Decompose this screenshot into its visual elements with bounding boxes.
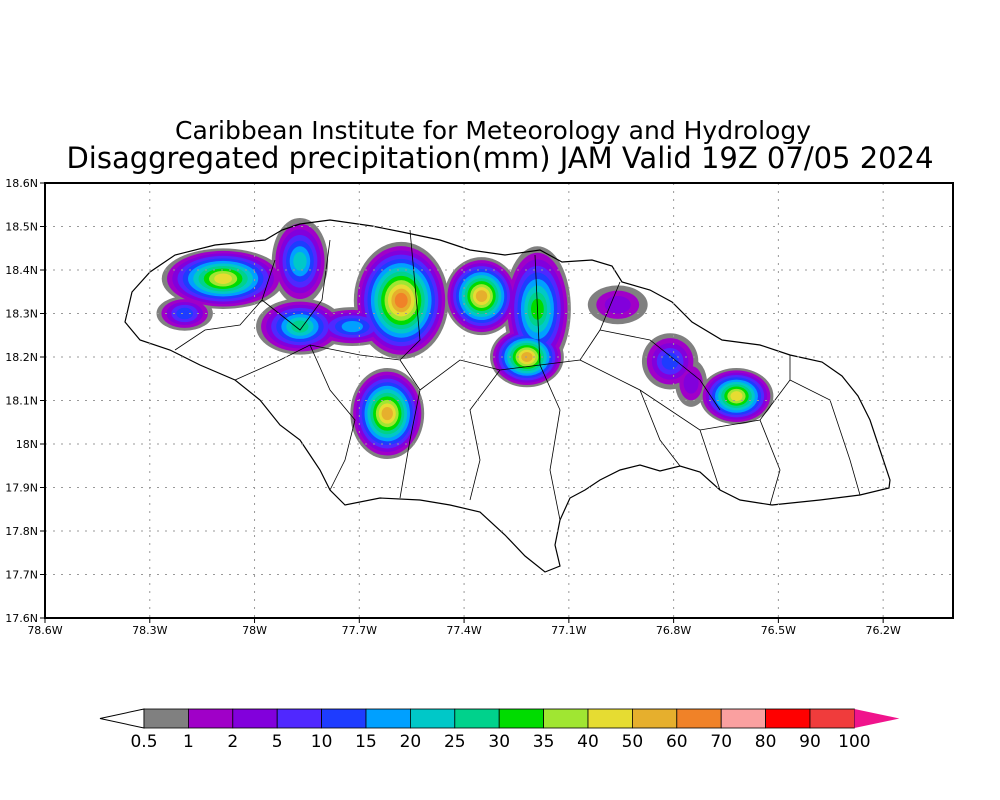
colorbar-label: 5 <box>272 732 283 752</box>
x-tick-label: 78.6W <box>27 624 62 637</box>
colorbar-swatch <box>632 708 678 729</box>
y-tick-label: 18.4N <box>5 264 38 277</box>
colorbar-label: 0.5 <box>130 732 157 752</box>
precip-contour-2-cell-10 <box>604 295 631 314</box>
x-tick-label: 76.2W <box>865 624 900 637</box>
colorbar-label: 50 <box>622 732 644 752</box>
colorbar-label: 20 <box>400 732 422 752</box>
colorbar-label: 10 <box>311 732 333 752</box>
precip-contour-50-cell-7 <box>475 290 488 303</box>
x-tick-label: 76.5W <box>761 624 796 637</box>
precip-contour-60-cell-5 <box>394 292 408 308</box>
y-tick-label: 18.6N <box>5 177 38 190</box>
colorbar-swatch <box>232 708 278 729</box>
lat-lon-gridlines <box>45 183 953 618</box>
precip-contour-40-cell-12 <box>730 391 743 402</box>
colorbar-swatch <box>543 708 589 729</box>
colorbar-swatch <box>321 708 367 729</box>
longitude-axis: 78.6W 78.3W 78W 77.7W 77.4W 77.1W 76.8W 76.5W 76… <box>27 618 901 637</box>
y-tick-label: 18.2N <box>5 351 38 364</box>
colorbar-label: 90 <box>799 732 821 752</box>
colorbar-under-arrow <box>99 708 145 729</box>
x-tick-label: 77.7W <box>342 624 377 637</box>
colorbar-swatch <box>187 708 234 729</box>
precip-contour-50-cell-6 <box>381 406 393 421</box>
colorbar-label: 1 <box>183 732 194 752</box>
colorbar-swatch <box>409 708 456 729</box>
colorbar-label: 30 <box>488 732 510 752</box>
jamaica-coastline <box>124 219 891 573</box>
y-tick-label: 18N <box>16 438 38 451</box>
precip-contour-15-cell-4 <box>341 320 363 333</box>
colorbar-label: 25 <box>444 732 466 752</box>
colorbar-label: 15 <box>355 732 377 752</box>
x-tick-label: 76.8W <box>656 624 691 637</box>
y-tick-label: 17.7N <box>5 569 38 582</box>
colorbar-label: 70 <box>710 732 732 752</box>
x-tick-label: 78.3W <box>132 624 167 637</box>
y-tick-label: 18.5N <box>5 221 38 234</box>
precip-contour-10-cell-1 <box>176 307 194 320</box>
colorbar-swatch <box>720 708 767 729</box>
colorbar-swatch <box>454 708 500 729</box>
latitude-axis: 18.6N 18.5N 18.4N 18.3N 18.2N 18.1N 18N 17.9N 17… <box>5 177 45 625</box>
y-tick-label: 17.8N <box>5 525 38 538</box>
precip-contour-2-cell-13 <box>683 372 699 394</box>
colorbar-label: 40 <box>577 732 599 752</box>
y-tick-label: 17.9N <box>5 482 38 495</box>
colorbar-label: 80 <box>755 732 777 752</box>
colorbar-label: 2 <box>227 732 238 752</box>
precip-contour-20-cell-2 <box>293 251 307 271</box>
precip-contour-10-cell-11 <box>661 352 679 370</box>
colorbar-swatch <box>809 708 855 729</box>
colorbar-swatch <box>143 708 189 729</box>
colorbar-label: 35 <box>533 732 555 752</box>
colorbar-label: 100 <box>838 732 870 752</box>
precip-contour-25-cell-3 <box>291 320 309 333</box>
colorbar-swatch <box>676 708 722 729</box>
colorbar-swatch <box>587 708 633 729</box>
x-tick-label: 77.4W <box>446 624 481 637</box>
y-tick-label: 18.1N <box>5 395 38 408</box>
x-tick-label: 77.1W <box>551 624 586 637</box>
colorbar-swatch <box>276 708 323 729</box>
colorbar-swatch <box>498 708 545 729</box>
colorbar-swatch <box>765 708 811 729</box>
title-line-1: Caribbean Institute for Meteorology and … <box>175 116 811 145</box>
precip-contour-40-cell-0 <box>214 273 232 284</box>
precipitation-field <box>156 217 774 460</box>
colorbar-legend: 0.5 1 2 5 10 15 20 25 30 35 40 50 60 70 80 90 100 <box>99 708 900 752</box>
colorbar-label: 60 <box>666 732 688 752</box>
y-tick-label: 17.6N <box>5 612 38 625</box>
colorbar-swatch <box>365 708 411 729</box>
y-tick-label: 18.3N <box>5 308 38 321</box>
colorbar-over-arrow <box>854 709 900 728</box>
title-line-2: Disaggregated precipitation(mm) JAM Vali… <box>66 141 933 175</box>
x-tick-label: 78W <box>242 624 267 637</box>
